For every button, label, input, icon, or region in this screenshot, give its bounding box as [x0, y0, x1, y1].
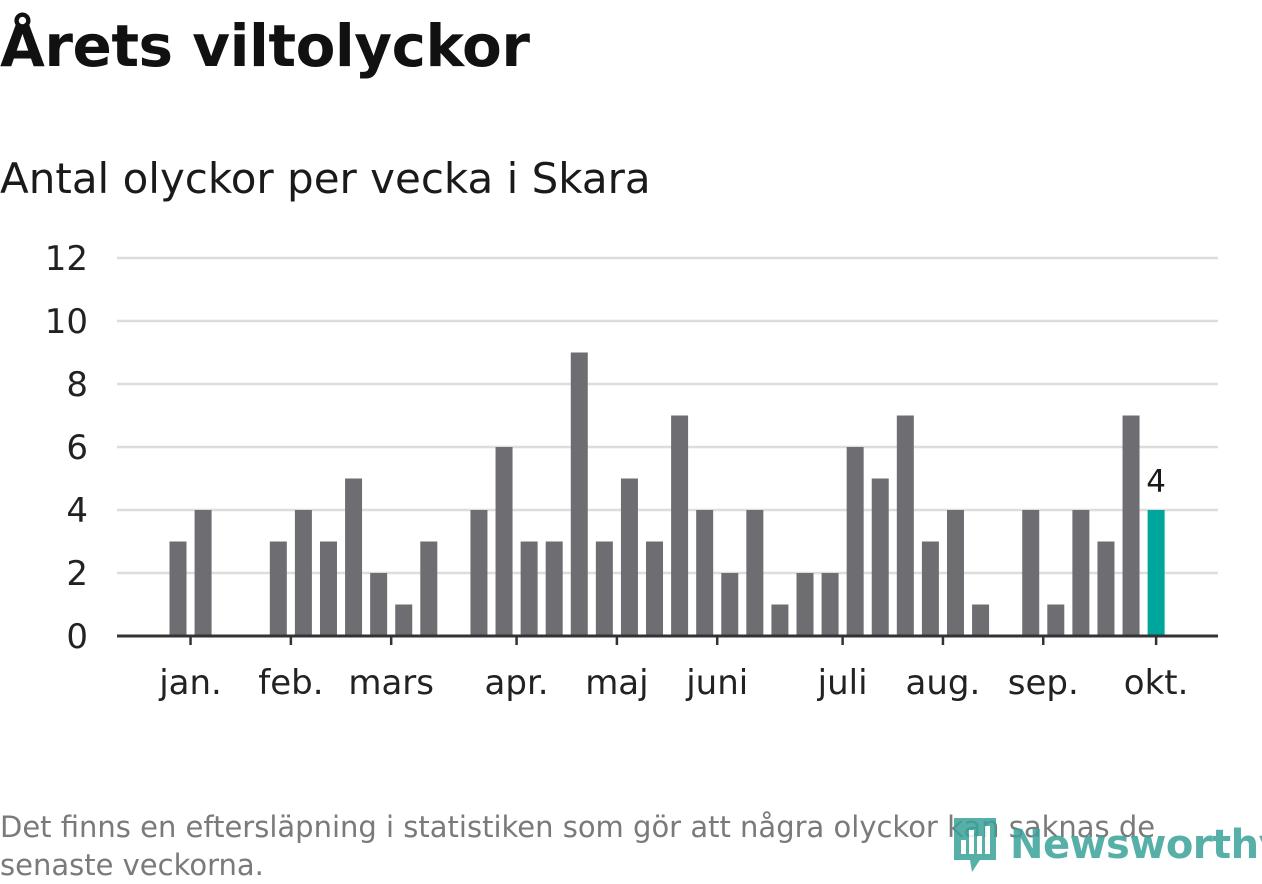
bar — [495, 447, 513, 636]
newsworthy-logo: Newsworthy — [950, 814, 1262, 876]
bar-chart: 0 2 4 6 8 10 12 jan. feb. mars apr. maj juni juli aug… — [45, 239, 1218, 703]
gridlines — [117, 256, 1218, 575]
x-tick-label: feb. — [258, 663, 323, 703]
bar — [721, 573, 739, 636]
bar — [194, 510, 212, 636]
x-axis-ticks — [189, 636, 1158, 645]
y-tick-label-2: 2 — [66, 554, 88, 594]
bar — [696, 510, 714, 636]
bar — [972, 604, 990, 636]
y-tick-label-0: 0 — [66, 617, 88, 657]
y-tick-label-8: 8 — [66, 365, 88, 405]
y-tick-label-6: 6 — [66, 428, 88, 468]
bar — [796, 573, 814, 636]
bar — [1072, 510, 1090, 636]
bar — [520, 541, 538, 636]
bar — [345, 478, 363, 636]
highlight-value-label: 4 — [1146, 464, 1166, 500]
bar — [269, 541, 287, 636]
bar — [746, 510, 764, 636]
bar — [1097, 541, 1115, 636]
y-axis-labels: 0 2 4 6 8 10 12 — [45, 239, 88, 657]
bar-highlight — [1147, 510, 1165, 636]
bar — [946, 510, 964, 636]
bar — [846, 447, 864, 636]
bar — [1022, 510, 1040, 636]
bar — [646, 541, 664, 636]
bar — [620, 478, 638, 636]
bar — [545, 541, 563, 636]
bar — [420, 541, 438, 636]
brand-name: Newsworthy — [1010, 822, 1262, 868]
x-tick-label: aug. — [906, 663, 981, 703]
newsworthy-logo-icon — [954, 818, 996, 872]
bar — [319, 541, 337, 636]
y-tick-label-4: 4 — [66, 491, 88, 531]
bar — [871, 478, 889, 636]
bar — [896, 415, 914, 636]
bar — [169, 541, 187, 636]
bar — [395, 604, 413, 636]
chart-title: Årets viltolyckor — [0, 12, 530, 80]
x-axis-labels: jan. feb. mars apr. maj juni juli aug. sep. okt. — [158, 663, 1188, 703]
bar — [821, 573, 839, 636]
bar — [370, 573, 388, 636]
x-tick-label: sep. — [1008, 663, 1079, 703]
x-tick-label: jan. — [158, 663, 222, 703]
y-tick-label-12: 12 — [45, 239, 88, 279]
bar — [921, 541, 939, 636]
chart-subtitle: Antal olyckor per vecka i Skara — [0, 154, 651, 203]
bar — [470, 510, 488, 636]
bar — [595, 541, 613, 636]
x-tick-label: juni — [685, 663, 748, 703]
y-tick-label-10: 10 — [45, 302, 88, 342]
bars — [169, 352, 1165, 636]
x-tick-label: mars — [348, 663, 434, 703]
x-tick-label: maj — [585, 663, 648, 703]
annotations: 4 — [1146, 464, 1166, 500]
x-tick-label: juli — [817, 663, 868, 703]
bar — [1047, 604, 1065, 636]
bar — [1122, 415, 1140, 636]
bar — [671, 415, 689, 636]
bar — [570, 352, 588, 636]
bar — [771, 604, 789, 636]
x-tick-label: apr. — [485, 663, 549, 703]
x-tick-label: okt. — [1124, 663, 1189, 703]
bar — [294, 510, 312, 636]
